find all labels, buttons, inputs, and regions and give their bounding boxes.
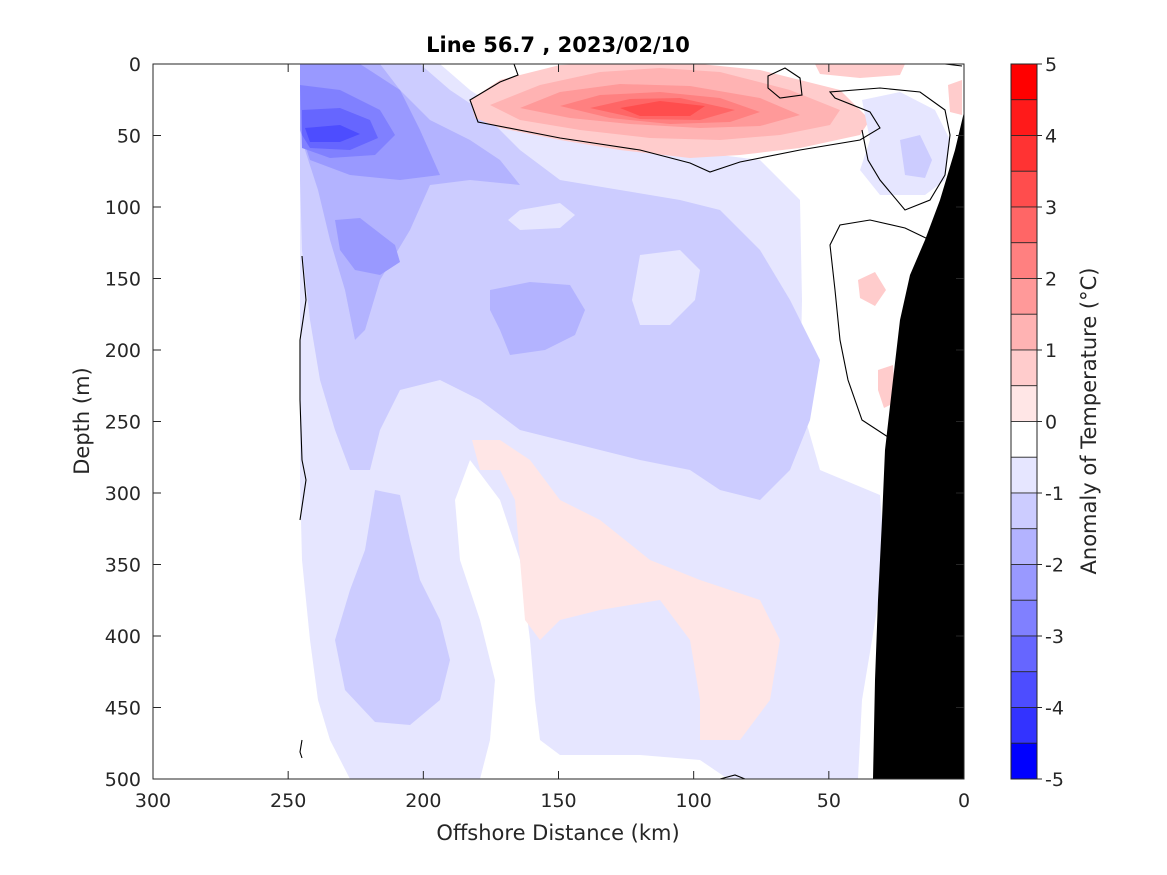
y-tick-label: 50 <box>117 126 141 148</box>
colorbar-swatch <box>1010 456 1038 494</box>
colorbar-swatch <box>1010 707 1038 744</box>
x-tick-label: 200 <box>405 790 441 812</box>
colorbar-tick-label: -2 <box>1045 555 1064 577</box>
contour-fill-level-0-hole-a <box>632 250 700 325</box>
colorbar-swatch <box>1010 63 1038 101</box>
colorbar-tick-label: 0 <box>1045 412 1057 434</box>
colorbar-swatch <box>1010 421 1038 458</box>
colorbar-tick-label: 1 <box>1045 340 1057 362</box>
y-tick-label: 300 <box>105 483 141 505</box>
colorbar-swatch <box>1010 599 1038 637</box>
chart-title: Line 56.7 , 2023/02/10 <box>426 33 690 57</box>
colorbar-swatch <box>1010 564 1038 601</box>
contour-fill-level-neg2-5-b <box>335 218 400 275</box>
x-tick-label: 50 <box>817 790 841 812</box>
y-axis-label: Depth (m) <box>70 367 94 474</box>
zero-contour-warm-core <box>469 64 951 211</box>
y-tick-label: 0 <box>129 54 141 76</box>
contour-fill-level-0-deep <box>472 440 780 740</box>
y-tick-label: 250 <box>105 412 141 434</box>
x-tick-label: 150 <box>540 790 576 812</box>
x-tick-label: 250 <box>270 790 306 812</box>
colorbar-swatch <box>1010 742 1038 780</box>
contour-fill-level-neg1-5-deep <box>335 490 450 725</box>
zero-contour-shelf <box>829 219 931 438</box>
colorbar-swatch <box>1010 671 1038 708</box>
y-tick-label: 200 <box>105 340 141 362</box>
colorbar-tick-label: 3 <box>1045 197 1057 219</box>
y-tick-label: 500 <box>105 769 141 791</box>
colorbar: 5 4 3 2 1 0 -1 -2 -3 -4 -5 <box>1010 54 1064 791</box>
colorbar-swatch <box>1010 135 1038 172</box>
colorbar-tick-label: -4 <box>1045 698 1064 720</box>
land-mask <box>873 112 964 779</box>
colorbar-swatch <box>1010 492 1038 530</box>
colorbar-swatch <box>1010 170 1038 208</box>
x-tick-label: 300 <box>135 790 171 812</box>
contour-fill-level-neg2-mid <box>490 282 585 355</box>
colorbar-swatch <box>1010 385 1038 422</box>
zero-contour-lines <box>299 64 963 779</box>
zero-contour-offshore <box>299 255 307 521</box>
contour-fill-level-neg1-5-shelf <box>900 135 932 178</box>
colorbar-tick-label: -5 <box>1045 769 1064 791</box>
colorbar-swatch <box>1010 242 1038 279</box>
x-axis-label: Offshore Distance (km) <box>436 821 679 845</box>
colorbar-swatch <box>1010 349 1038 387</box>
contour-fill-level-0-5-shelf-c <box>948 80 962 115</box>
y-tick-label: 350 <box>105 555 141 577</box>
colorbar-swatch <box>1010 278 1038 315</box>
contour-fill-level-3 <box>620 101 705 116</box>
colorbar-swatch <box>1010 99 1038 136</box>
zero-contour-bottom <box>719 774 746 779</box>
zero-contour-offshore-bottom <box>299 739 303 759</box>
y-tick-label: 100 <box>105 197 141 219</box>
x-tick-label: 100 <box>676 790 712 812</box>
colorbar-tick-label: -3 <box>1045 626 1064 648</box>
colorbar-label: Anomaly of Temperature (°C) <box>1077 268 1101 575</box>
colorbar-swatch <box>1010 206 1038 244</box>
contour-fill-level-0-hole-b <box>508 203 575 230</box>
y-axis: 0 50 100 150 200 250 300 350 400 450 500 <box>105 54 964 791</box>
x-tick-label: 0 <box>958 790 970 812</box>
colorbar-tick-label: 2 <box>1045 269 1057 291</box>
contour-fill-level-0-5-surface <box>815 64 905 78</box>
contour-fills <box>300 64 964 779</box>
colorbar-tick-label: 5 <box>1045 54 1057 76</box>
colorbar-tick-label: 4 <box>1045 126 1057 148</box>
contour-fill-level-neg4 <box>305 125 360 142</box>
plot-area <box>152 63 965 780</box>
colorbar-tick-label: -1 <box>1045 483 1064 505</box>
x-axis: 300 250 200 150 100 50 0 <box>135 64 970 812</box>
y-tick-label: 450 <box>105 698 141 720</box>
colorbar-swatch <box>1010 313 1038 351</box>
y-tick-label: 400 <box>105 626 141 648</box>
colorbar-swatch <box>1010 528 1038 565</box>
contour-fill-level-0-5-shelf-a <box>858 272 886 306</box>
zero-contour-surface-ring <box>767 67 803 99</box>
colorbar-swatch <box>1010 635 1038 673</box>
y-tick-label: 150 <box>105 269 141 291</box>
